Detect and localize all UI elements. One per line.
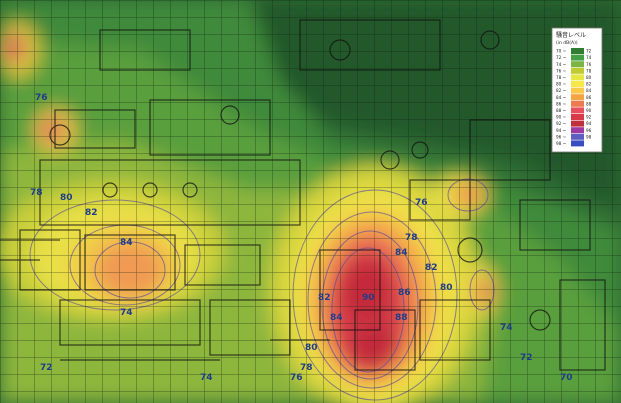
legend-swatch <box>571 120 584 127</box>
legend-upper-label: 80 <box>586 75 592 80</box>
legend-swatch <box>571 100 584 107</box>
legend-swatch <box>571 127 584 134</box>
contour-label: 82 <box>318 293 331 303</box>
contour-label: 70 <box>560 373 573 383</box>
contour-label: 80 <box>305 343 318 353</box>
legend-upper-label: 72 <box>586 49 592 54</box>
legend-upper-label: 86 <box>586 95 592 100</box>
legend-range-label: 88 ~ <box>556 108 567 113</box>
contour-label: 80 <box>440 283 453 293</box>
legend-swatch <box>571 140 584 147</box>
contour-label: 80 <box>60 193 73 203</box>
contour-label: 88 <box>395 313 408 323</box>
legend-swatch <box>571 61 584 68</box>
legend-upper-label: 90 <box>586 108 592 113</box>
legend-range-label: 82 ~ <box>556 88 567 93</box>
contour-label: 84 <box>395 248 408 258</box>
contour-label: 76 <box>35 93 48 103</box>
contour-label: 82 <box>85 208 98 218</box>
legend-upper-label: 74 <box>586 55 592 60</box>
legend-upper-label: 92 <box>586 115 592 120</box>
legend-upper-label: 82 <box>586 82 592 87</box>
legend-upper-label: 84 <box>586 88 592 93</box>
contour-label: 78 <box>300 363 313 373</box>
legend-upper-label: 76 <box>586 62 592 67</box>
legend-swatch <box>571 87 584 94</box>
legend-swatch <box>571 81 584 87</box>
contour-label: 76 <box>290 373 303 383</box>
legend-upper-label: 94 <box>586 121 592 126</box>
contour-label: 76 <box>415 198 428 208</box>
legend-range-label: 80 ~ <box>556 82 567 87</box>
legend-range-label: 70 ~ <box>556 49 567 54</box>
legend-upper-label: 88 <box>586 101 592 106</box>
legend-range-label: 86 ~ <box>556 101 567 106</box>
legend-upper-label: 98 <box>586 134 592 139</box>
legend-range-label: 78 ~ <box>556 75 567 80</box>
legend-swatch <box>571 74 584 81</box>
legend-unit: (in dB(A)) <box>556 40 578 46</box>
contour-label: 86 <box>398 288 411 298</box>
contour-label: 78 <box>405 233 418 243</box>
contour-label: 82 <box>425 263 438 273</box>
contour-label: 74 <box>500 323 513 333</box>
legend-swatch <box>571 107 584 114</box>
legend-swatch <box>571 133 584 140</box>
legend-range-label: 74 ~ <box>556 62 567 67</box>
contour-label: 72 <box>520 353 533 363</box>
legend-swatch <box>571 94 584 101</box>
legend: 騒音レベル (in dB(A)) 70 ~ 72 72 ~ 74 74 ~ 76 76 ~ 7… <box>551 27 603 153</box>
legend-range-label: 98 ~ <box>556 141 567 146</box>
legend-range-label: 72 ~ <box>556 55 567 60</box>
legend-range-label: 84 ~ <box>556 95 567 100</box>
legend-title: 騒音レベル <box>556 31 586 39</box>
legend-range-label: 94 ~ <box>556 128 567 133</box>
contour-label: 74 <box>120 308 133 318</box>
legend-range-label: 96 ~ <box>556 134 567 139</box>
contour-label: 84 <box>120 238 133 248</box>
contour-label: 84 <box>330 313 343 323</box>
legend-swatch <box>571 54 584 61</box>
contour-labels: 84 82 80 78 76 74 72 84 82 80 78 76 74 7… <box>30 93 573 383</box>
legend-upper-label: 96 <box>586 128 592 133</box>
legend-upper-label: 78 <box>586 68 592 73</box>
legend-range-label: 76 ~ <box>556 68 567 73</box>
legend-swatch <box>571 48 584 54</box>
contour-label: 74 <box>200 373 213 383</box>
legend-swatch <box>571 114 584 120</box>
legend-swatch <box>571 67 584 74</box>
contour-label: 90 <box>362 293 375 303</box>
contour-label: 72 <box>40 363 53 373</box>
legend-range-label: 92 ~ <box>556 121 567 126</box>
contour-label: 78 <box>30 188 43 198</box>
legend-range-label: 90 ~ <box>556 115 567 120</box>
